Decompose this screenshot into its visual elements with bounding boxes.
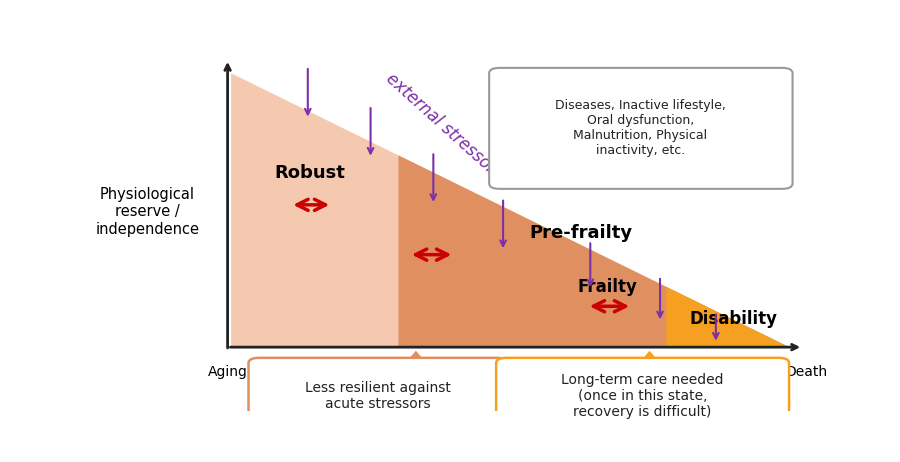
- Polygon shape: [666, 287, 789, 347]
- Text: Frailty: Frailty: [578, 278, 637, 296]
- Polygon shape: [231, 73, 789, 347]
- FancyBboxPatch shape: [490, 68, 793, 189]
- Text: Long-term care needed
(once in this state,
recovery is difficult): Long-term care needed (once in this stat…: [562, 373, 724, 419]
- Text: Robust: Robust: [274, 164, 346, 182]
- Text: Less resilient against
acute stressors: Less resilient against acute stressors: [304, 381, 451, 411]
- Text: Death: Death: [786, 365, 828, 379]
- Polygon shape: [641, 351, 659, 361]
- Text: Physiological
reserve /
independence: Physiological reserve / independence: [95, 187, 200, 237]
- Text: Pre-frailty: Pre-frailty: [529, 225, 633, 242]
- Text: external stressors: external stressors: [382, 70, 506, 183]
- FancyBboxPatch shape: [496, 358, 789, 434]
- Text: Disability: Disability: [689, 310, 778, 328]
- Polygon shape: [407, 351, 425, 361]
- Polygon shape: [399, 155, 789, 347]
- Text: Diseases, Inactive lifestyle,
Oral dysfunction,
Malnutrition, Physical
inactivit: Diseases, Inactive lifestyle, Oral dysfu…: [555, 99, 726, 158]
- Text: Aging: Aging: [208, 365, 248, 379]
- FancyBboxPatch shape: [248, 358, 507, 434]
